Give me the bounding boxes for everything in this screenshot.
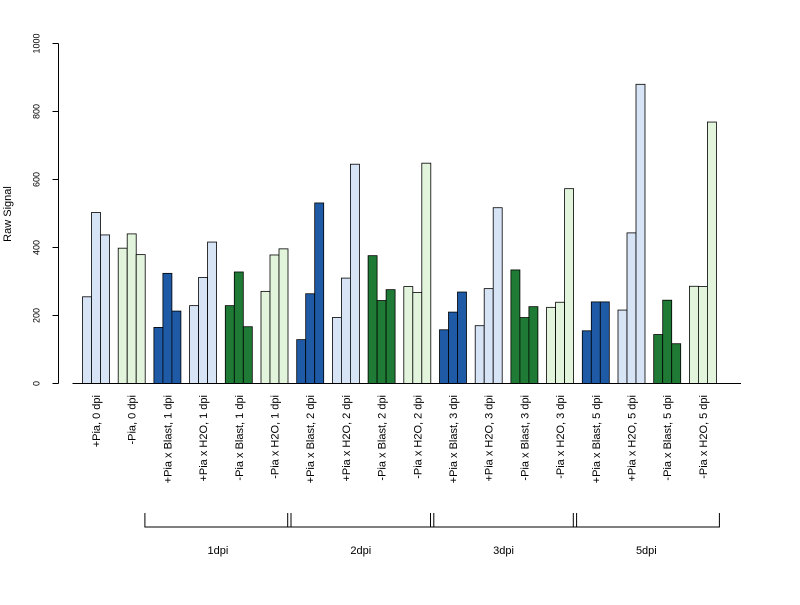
group-bracket xyxy=(572,513,720,528)
bar xyxy=(564,188,574,384)
bar xyxy=(340,277,351,384)
bar xyxy=(412,291,423,384)
y-axis-title: Raw Signal xyxy=(2,186,14,242)
bar xyxy=(599,301,610,384)
y-tick-label: 400 xyxy=(32,240,42,255)
group-label: 1dpi xyxy=(208,545,229,557)
category-label: +Pia x H2O, 2 dpi xyxy=(341,395,353,482)
bar xyxy=(617,309,628,384)
bar xyxy=(100,234,110,384)
category-labels: +Pia, 0 dpi -Pia, 0 dpi +Pia x Blast, 1 dp… xyxy=(91,395,710,483)
bar xyxy=(448,311,458,384)
bar xyxy=(474,325,485,384)
category-label: -Pia x H2O, 2 dpi xyxy=(412,395,424,479)
group-bracket xyxy=(287,513,435,528)
bar xyxy=(367,255,378,384)
y-axis: 0 200 400 600 800 1000 xyxy=(32,33,59,386)
bar xyxy=(189,305,200,384)
group-label: 5dpi xyxy=(636,545,657,557)
y-tick-label: 800 xyxy=(32,104,42,119)
bar xyxy=(233,271,244,384)
bar xyxy=(82,296,92,384)
group-brackets: 1dpi 2dpi 3dpi 5dpi xyxy=(144,513,720,557)
group-label: 3dpi xyxy=(493,545,514,557)
bar xyxy=(626,232,637,384)
category-label: +Pia x H2O, 5 dpi xyxy=(627,395,639,482)
category-label: +Pia x Blast, 1 dpi xyxy=(162,395,174,483)
bar xyxy=(198,277,209,384)
category-label: +Pia x Blast, 2 dpi xyxy=(305,395,317,483)
category-label: +Pia x Blast, 3 dpi xyxy=(448,395,460,483)
bar xyxy=(314,202,325,384)
y-tick-label: 600 xyxy=(32,172,42,187)
category-label: -Pia x Blast, 1 dpi xyxy=(234,395,246,481)
bar xyxy=(492,207,503,384)
bar xyxy=(519,317,530,384)
bar xyxy=(707,121,717,384)
y-tick-label: 1000 xyxy=(32,33,42,53)
bar xyxy=(242,326,253,384)
bar xyxy=(385,289,396,384)
bar xyxy=(457,291,467,384)
bar xyxy=(349,163,360,384)
group-bracket xyxy=(144,513,292,528)
bar xyxy=(662,299,673,384)
bar xyxy=(403,286,414,384)
bar xyxy=(510,269,521,384)
bar xyxy=(671,343,682,384)
category-label: +Pia x H2O, 1 dpi xyxy=(198,395,210,482)
category-label: -Pia x H2O, 3 dpi xyxy=(555,395,567,479)
category-label: +Pia, 0 dpi xyxy=(91,395,103,447)
category-label: -Pia x H2O, 5 dpi xyxy=(698,395,710,479)
bar xyxy=(153,326,164,384)
bar xyxy=(331,317,342,384)
bars xyxy=(82,83,717,384)
bar xyxy=(581,330,592,384)
bar xyxy=(278,248,289,384)
bar xyxy=(117,247,128,384)
category-label: -Pia x H2O, 1 dpi xyxy=(270,395,282,479)
bar xyxy=(439,329,449,384)
bar xyxy=(528,306,539,384)
bar xyxy=(555,301,565,384)
category-label: -Pia x Blast, 5 dpi xyxy=(662,395,674,481)
bar xyxy=(421,162,432,384)
bar xyxy=(689,285,699,384)
category-label: +Pia x H2O, 3 dpi xyxy=(484,395,496,482)
category-label: -Pia x Blast, 3 dpi xyxy=(519,395,531,481)
bar xyxy=(483,288,494,384)
bar xyxy=(91,212,101,384)
bar xyxy=(162,272,173,384)
group-bracket xyxy=(430,513,578,528)
y-tick-label: 0 xyxy=(32,381,42,386)
bar xyxy=(635,83,646,384)
bar xyxy=(171,310,182,384)
y-tick-label: 200 xyxy=(32,308,42,323)
category-label: +Pia x Blast, 5 dpi xyxy=(591,395,603,483)
bar xyxy=(698,286,708,384)
category-label: -Pia x Blast, 2 dpi xyxy=(377,395,389,481)
bar xyxy=(207,241,218,384)
bar xyxy=(260,290,271,384)
bar xyxy=(653,334,664,384)
bar xyxy=(376,300,387,384)
bar xyxy=(135,254,146,384)
bar xyxy=(305,293,316,384)
group-label: 2dpi xyxy=(350,545,371,557)
bar xyxy=(126,233,137,384)
bar xyxy=(224,305,235,384)
bar xyxy=(546,306,556,384)
bar xyxy=(590,301,601,384)
bar xyxy=(296,339,307,384)
category-label: -Pia, 0 dpi xyxy=(127,395,139,445)
bar xyxy=(269,254,280,384)
